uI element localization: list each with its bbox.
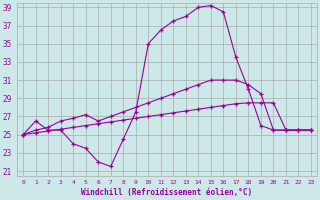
X-axis label: Windchill (Refroidissement éolien,°C): Windchill (Refroidissement éolien,°C) <box>82 188 252 197</box>
